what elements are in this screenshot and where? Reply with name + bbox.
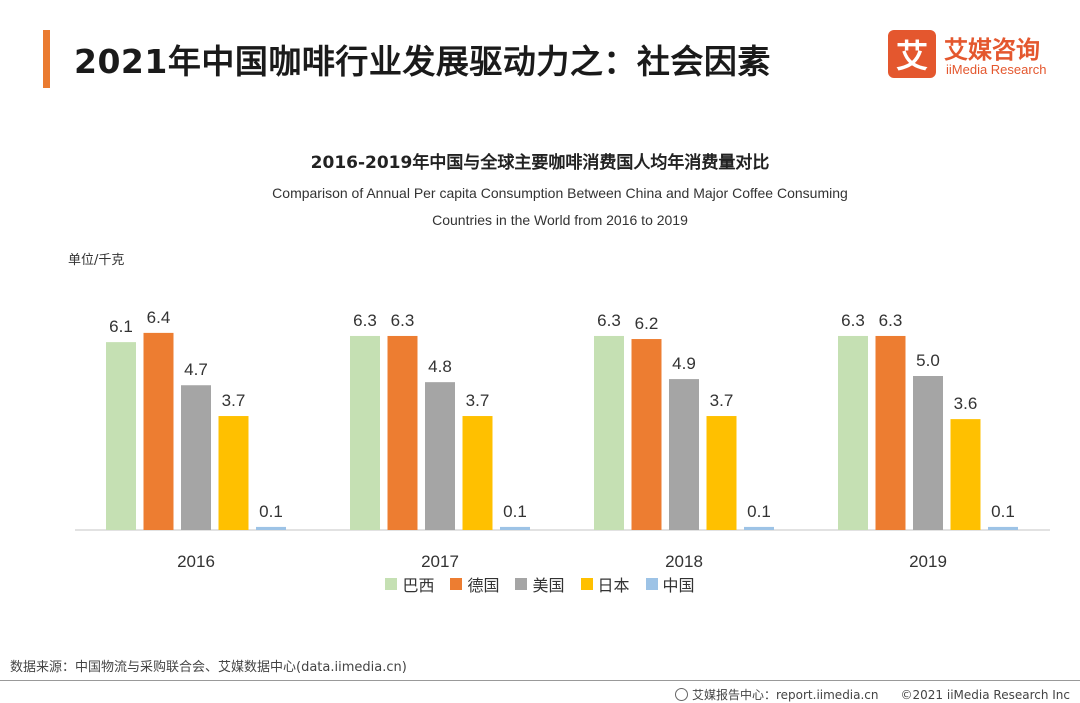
legend-item-3: 日本 xyxy=(580,572,630,596)
bar-2016-2 xyxy=(181,385,211,530)
bar-2019-4 xyxy=(988,526,1018,530)
legend-swatch xyxy=(580,578,593,590)
bar-2019-3 xyxy=(950,419,981,530)
data-source: 数据来源：中国物流与采购联合会、艾媒数据中心(data.iimedia.cn) xyxy=(10,660,407,675)
bar-2018-4 xyxy=(744,526,774,530)
legend-label: 德国 xyxy=(467,576,500,595)
legend-swatch xyxy=(645,578,658,590)
x-tick-label-2016: 2016 xyxy=(177,552,215,571)
bar-2019-0 xyxy=(838,335,868,530)
data-label-2019-2: 5.0 xyxy=(916,351,940,370)
data-label-2019-4: 0.1 xyxy=(991,502,1015,521)
bar-2017-0 xyxy=(350,335,380,530)
unit-label: 单位/千克 xyxy=(68,253,125,268)
footer: 艾媒报告中心：report.iimedia.cn ©2021 iiMedia R… xyxy=(674,686,1070,703)
bar-2016-1 xyxy=(143,332,174,530)
page-title: 2021年中国咖啡行业发展驱动力之：社会因素 xyxy=(74,42,771,81)
data-label-2017-1: 6.3 xyxy=(391,311,415,330)
chart-subtitle-line-1: Comparison of Annual Per capita Consumpt… xyxy=(272,185,848,201)
data-label-2019-3: 3.6 xyxy=(954,394,978,413)
x-tick-label-2017: 2017 xyxy=(421,552,459,571)
bar-2016-0 xyxy=(106,342,136,530)
bar-2016-4 xyxy=(256,526,286,530)
report-center-link[interactable]: 艾媒报告中心：report.iimedia.cn xyxy=(691,688,879,702)
legend-item-2: 美国 xyxy=(515,572,565,596)
legend-swatch xyxy=(450,578,463,590)
data-label-2016-2: 4.7 xyxy=(184,360,208,379)
legend-label: 美国 xyxy=(532,576,565,595)
bar-2017-1 xyxy=(387,335,418,530)
data-label-2016-4: 0.1 xyxy=(259,502,283,521)
data-label-2017-0: 6.3 xyxy=(353,311,377,330)
data-label-2018-2: 4.9 xyxy=(672,354,696,373)
chart-subtitle: Comparison of Annual Per capita Consumpt… xyxy=(230,180,890,234)
bar-2018-2 xyxy=(669,379,699,530)
data-label-2016-1: 6.4 xyxy=(147,308,171,327)
bar-2016-3 xyxy=(218,416,249,530)
data-label-2017-3: 3.7 xyxy=(466,391,490,410)
legend-item-1: 德国 xyxy=(450,572,499,596)
data-label-2017-4: 0.1 xyxy=(503,502,527,521)
globe-icon xyxy=(674,688,688,701)
logo-mark-icon: 艾 xyxy=(888,30,936,78)
legend-label: 中国 xyxy=(662,576,695,595)
footer-divider xyxy=(0,680,1080,681)
bar-2017-2 xyxy=(425,382,455,530)
legend-swatch xyxy=(385,578,398,590)
data-label-2018-3: 3.7 xyxy=(710,391,734,410)
title-accent-bar xyxy=(43,30,50,88)
data-label-2018-4: 0.1 xyxy=(747,502,771,521)
bar-2018-3 xyxy=(706,416,737,530)
data-label-2016-3: 3.7 xyxy=(222,391,246,410)
chart-subtitle-line-2: Countries in the World from 2016 to 2019 xyxy=(432,212,688,228)
bar-2018-1 xyxy=(631,339,662,530)
legend-label: 巴西 xyxy=(402,576,435,595)
bar-2019-2 xyxy=(913,376,943,530)
chart-legend: 巴西 德国 美国 日本 中国 xyxy=(0,572,1080,596)
data-label-2019-1: 6.3 xyxy=(879,311,903,330)
logo-name-en: iiMedia Research xyxy=(946,62,1047,77)
bar-2018-0 xyxy=(594,335,624,530)
data-label-2019-0: 6.3 xyxy=(841,311,865,330)
bar-2019-1 xyxy=(875,335,906,530)
data-label-2016-0: 6.1 xyxy=(109,317,133,336)
bar-2017-4 xyxy=(500,526,530,530)
legend-label: 日本 xyxy=(597,576,630,595)
legend-item-4: 中国 xyxy=(645,572,695,596)
chart-title: 2016-2019年中国与全球主要咖啡消费国人均年消费量对比 xyxy=(310,153,770,173)
bar-2017-3 xyxy=(462,416,493,530)
copyright: ©2021 iiMedia Research Inc xyxy=(900,687,1070,702)
data-label-2018-1: 6.2 xyxy=(635,314,659,333)
x-tick-label-2018: 2018 xyxy=(665,552,703,571)
data-label-2018-0: 6.3 xyxy=(597,311,621,330)
logo-name-cn: 艾媒咨询 xyxy=(944,36,1040,64)
data-label-2017-2: 4.8 xyxy=(428,357,452,376)
legend-item-0: 巴西 xyxy=(385,572,434,596)
iimedia-logo: 艾 艾媒咨询 iiMedia Research xyxy=(888,30,1068,80)
legend-swatch xyxy=(515,578,528,590)
x-tick-label-2019: 2019 xyxy=(909,552,947,571)
